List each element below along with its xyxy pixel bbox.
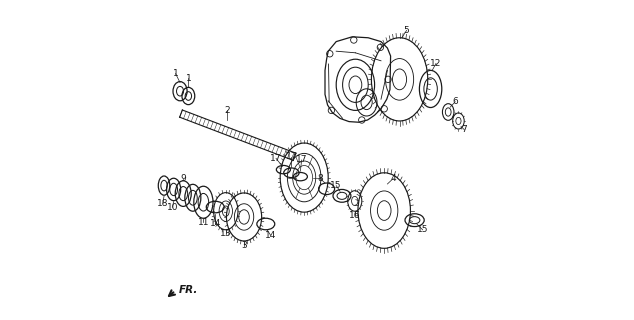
Text: 17: 17 — [286, 152, 297, 161]
Text: 13: 13 — [220, 229, 231, 238]
Text: 3: 3 — [241, 241, 247, 250]
Text: 6: 6 — [453, 97, 458, 106]
Text: 1: 1 — [186, 74, 191, 83]
Text: 10: 10 — [167, 203, 178, 212]
Text: 4: 4 — [391, 174, 396, 183]
Text: 11: 11 — [198, 218, 209, 227]
Text: 9: 9 — [180, 174, 186, 183]
Text: 18: 18 — [157, 199, 169, 208]
Text: 8: 8 — [318, 174, 323, 183]
Text: 14: 14 — [265, 231, 276, 240]
Text: 17: 17 — [296, 156, 307, 164]
Text: FR.: FR. — [179, 284, 198, 295]
Text: 17: 17 — [270, 154, 281, 163]
Text: 5: 5 — [404, 26, 410, 35]
Text: 2: 2 — [224, 106, 230, 115]
Text: 15: 15 — [417, 225, 429, 234]
Text: 16: 16 — [349, 211, 361, 220]
Text: 15: 15 — [330, 181, 342, 190]
Polygon shape — [179, 110, 296, 160]
Text: 14: 14 — [210, 220, 221, 228]
Text: 7: 7 — [462, 125, 467, 134]
Text: 1: 1 — [172, 69, 178, 78]
Text: 12: 12 — [430, 59, 442, 68]
